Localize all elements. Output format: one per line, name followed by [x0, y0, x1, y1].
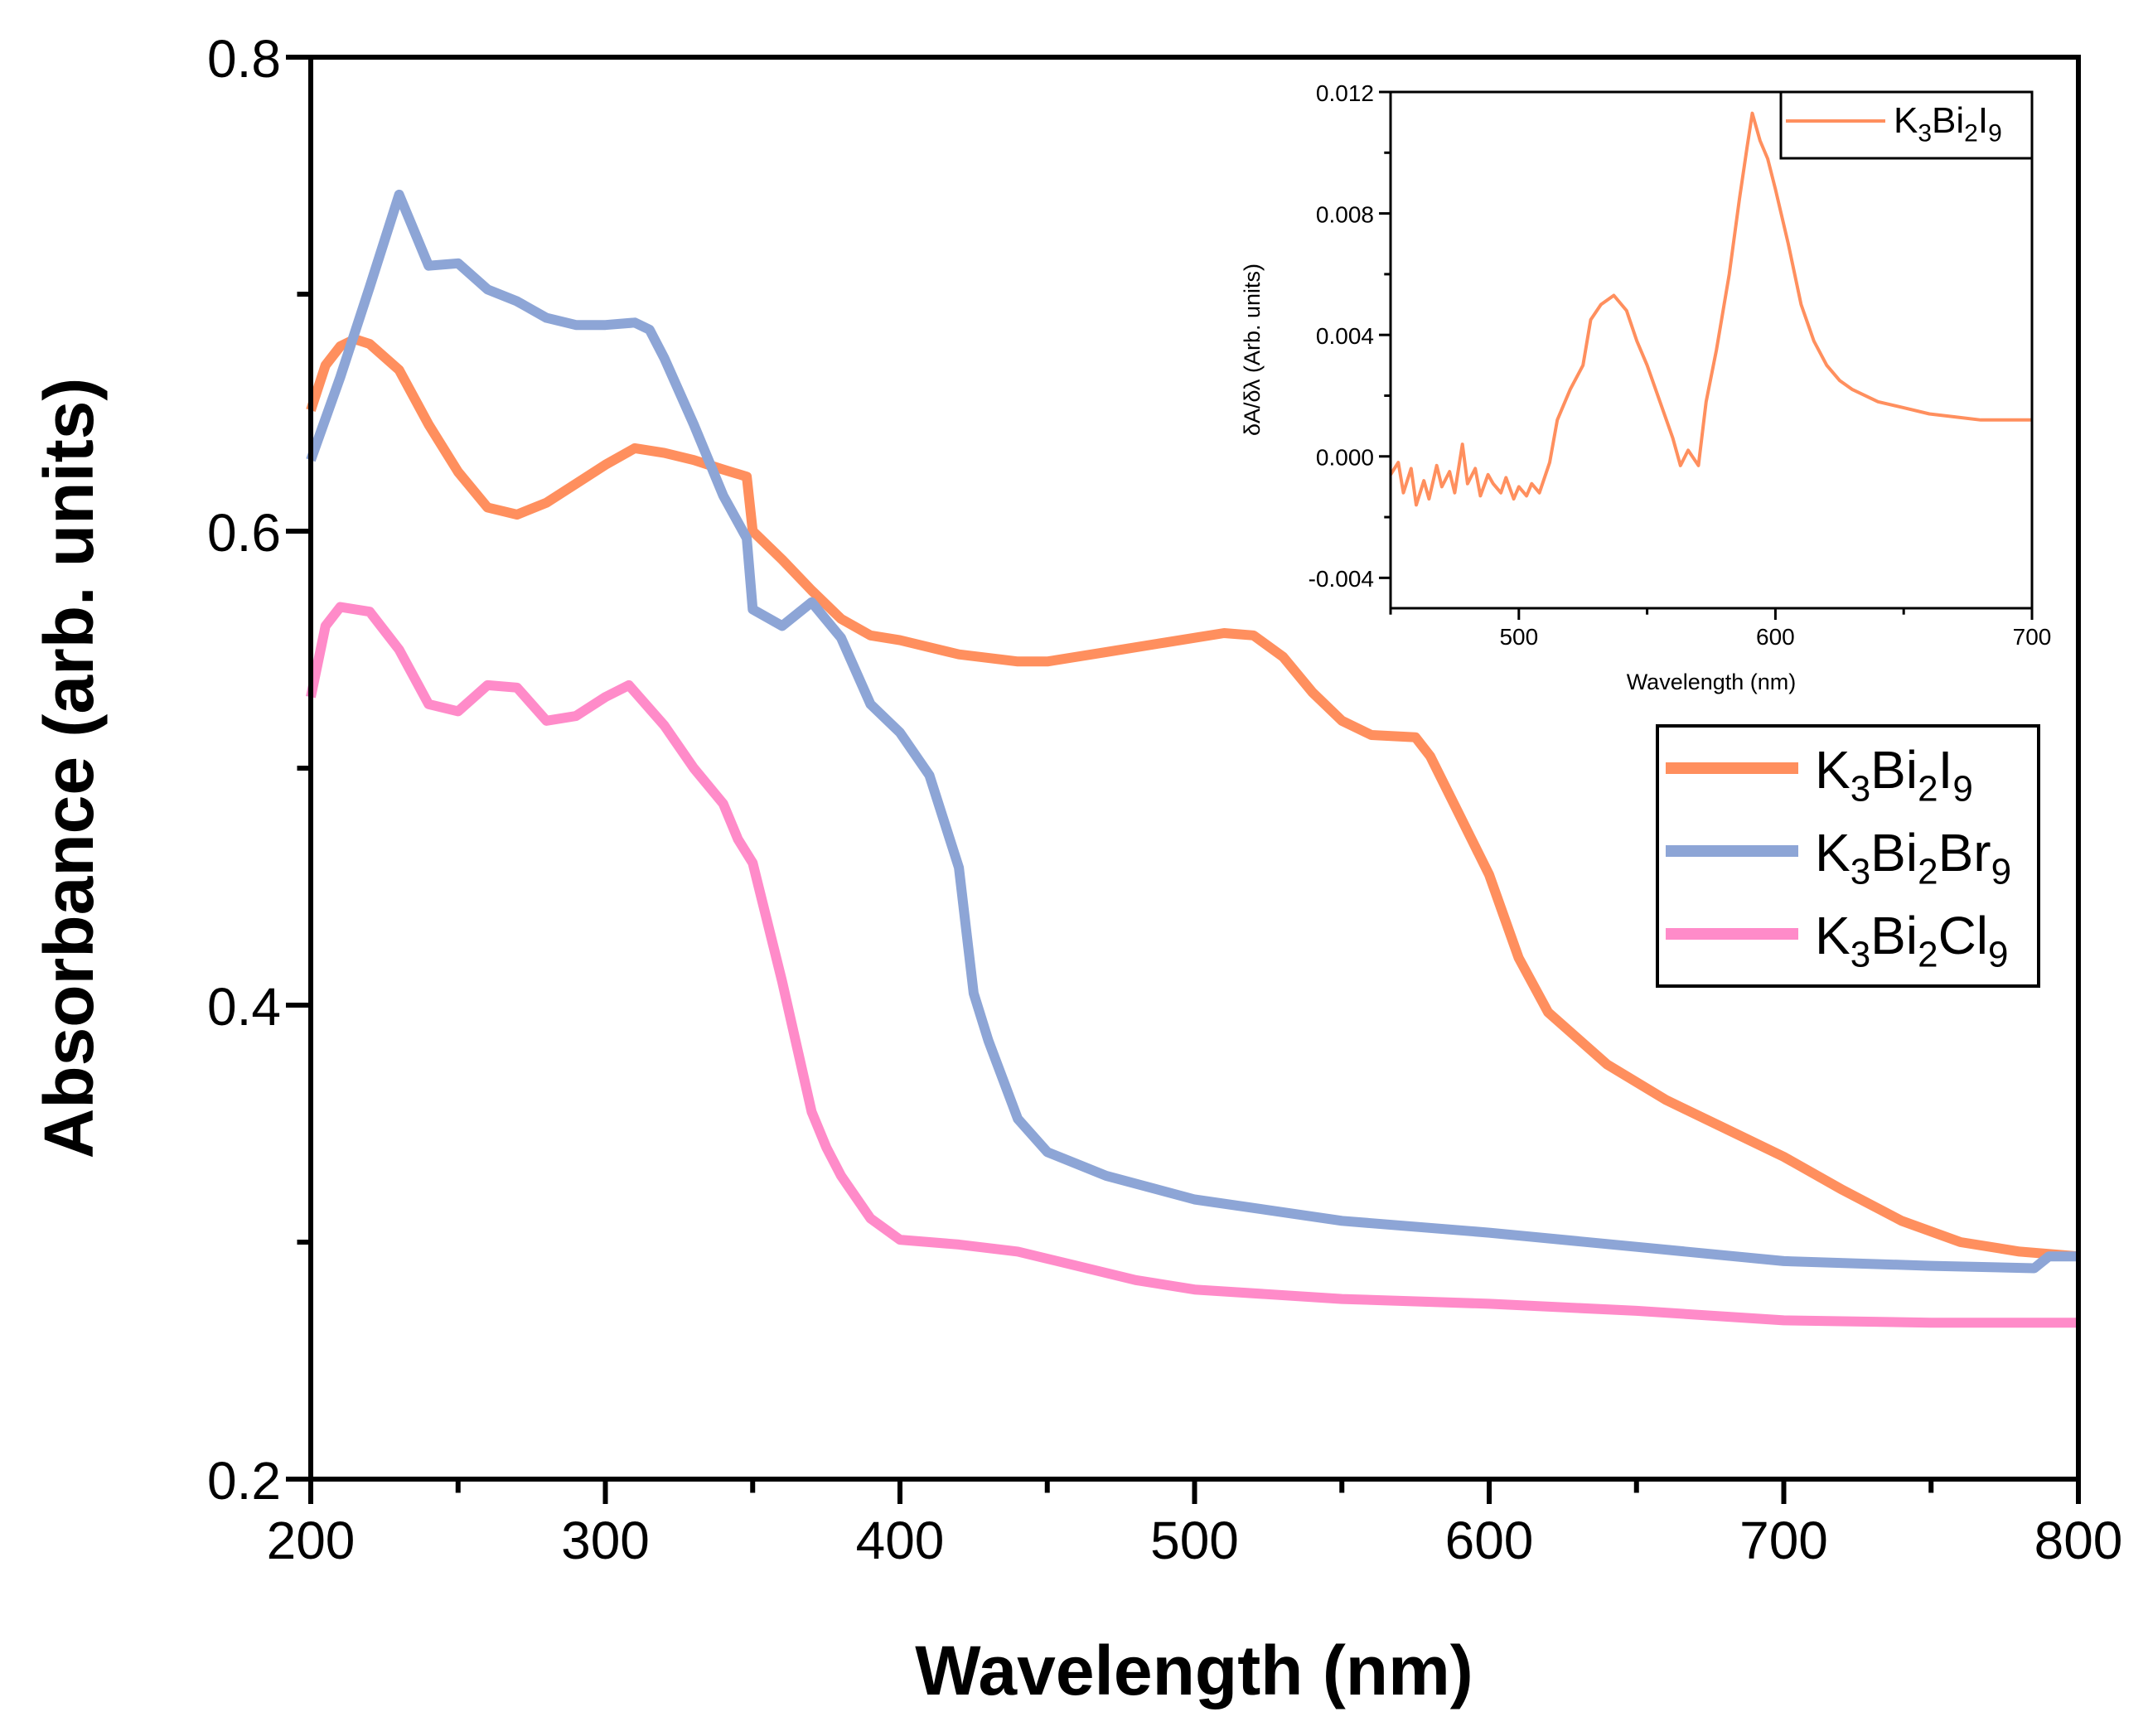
x-tick-label: 600: [1756, 624, 1795, 650]
legend-label-K3Bi2Cl9: K3Bi2Cl9: [1815, 906, 2008, 974]
legend-subscript: 9: [1952, 768, 1972, 809]
plot-frame: [1389, 90, 2034, 610]
inset-legend-box: [1779, 90, 2034, 160]
legend-subscript: 3: [1850, 934, 1870, 974]
y-tick-label: 0.000: [1316, 445, 1374, 471]
legend-text-part: Cl: [1938, 906, 1988, 965]
y-tick-label: 0.008: [1316, 201, 1374, 227]
main-y-axis-title: Absorbance (arb. units): [30, 378, 108, 1159]
legend-subscript: 3: [1918, 120, 1932, 147]
x-tick-label: 700: [2013, 624, 2052, 650]
legend-subscript: 2: [1918, 934, 1938, 974]
legend-text-part: Bi: [1870, 906, 1918, 965]
x-tick-label: 400: [856, 1511, 945, 1570]
legend-subscript: 9: [1991, 851, 2011, 892]
y-tick-label: -0.004: [1309, 566, 1374, 592]
y-tick-label: 0.012: [1316, 80, 1374, 106]
legend-label-K3Bi2I9: K3Bi2I9: [1815, 740, 1973, 809]
legend-subscript: 2: [1964, 120, 1978, 147]
y-tick-label: 0.4: [207, 977, 281, 1037]
series-line-K3Bi2Br9: [306, 189, 2078, 1274]
x-tick-label: 800: [2034, 1511, 2123, 1570]
x-tick-label: 200: [267, 1511, 356, 1570]
x-tick-label: 500: [1499, 624, 1538, 650]
legend-subscript: 2: [1918, 851, 1938, 892]
inset-x-axis-title: Wavelength (nm): [1627, 670, 1797, 694]
x-tick-label: 700: [1739, 1511, 1828, 1570]
series-line-K3Bi2I9: [1389, 111, 2032, 507]
series-line-K3Bi2Cl9: [306, 602, 2078, 1328]
legend-text-part: K: [1815, 823, 1850, 883]
main-x-axis-title: Wavelength (nm): [915, 1632, 1473, 1709]
y-tick-label: 0.8: [207, 29, 281, 89]
inset-legend: K3Bi2I9: [1779, 90, 2034, 160]
legend-text-part: K: [1815, 906, 1850, 965]
legend-subscript: 3: [1850, 768, 1870, 809]
legend-text-part: K: [1894, 100, 1918, 141]
x-tick-label: 300: [561, 1511, 650, 1570]
inset-plot: 500 600 700 -0.004 0.000 0.004 0.008 0.012: [1309, 80, 2052, 650]
y-tick-label: 0.6: [207, 503, 281, 563]
legend-text-part: K: [1815, 740, 1850, 800]
legend-text-part: I: [1938, 740, 1953, 800]
x-tick-label: 500: [1150, 1511, 1239, 1570]
legend-text-part: Bi: [1870, 823, 1918, 883]
inset-y-axis-title: δA/δλ (Arb. units): [1240, 264, 1265, 436]
y-tick-label: 0.004: [1316, 323, 1374, 349]
main-plot: 200 300 400 500 600 700 800 0.2 0.4 0.6 0.8: [207, 29, 2122, 1570]
inset-legend-label: K3Bi2I9: [1894, 100, 2002, 147]
series-line-K3Bi2I9: [306, 334, 2079, 1262]
y-tick-label: 0.2: [207, 1451, 281, 1511]
legend-subscript: 2: [1918, 768, 1938, 809]
legend-text-part: I: [1978, 100, 1988, 141]
legend-subscript: 3: [1850, 851, 1870, 892]
x-tick-label: 600: [1445, 1511, 1534, 1570]
legend-text-part: Br: [1938, 823, 1991, 883]
legend-subscript: 9: [1988, 120, 2002, 147]
legend-text-part: Bi: [1932, 100, 1964, 141]
legend-label-K3Bi2Br9: K3Bi2Br9: [1815, 823, 2011, 892]
legend-subscript: 9: [1988, 934, 2008, 974]
legend-text-part: Bi: [1870, 740, 1918, 800]
